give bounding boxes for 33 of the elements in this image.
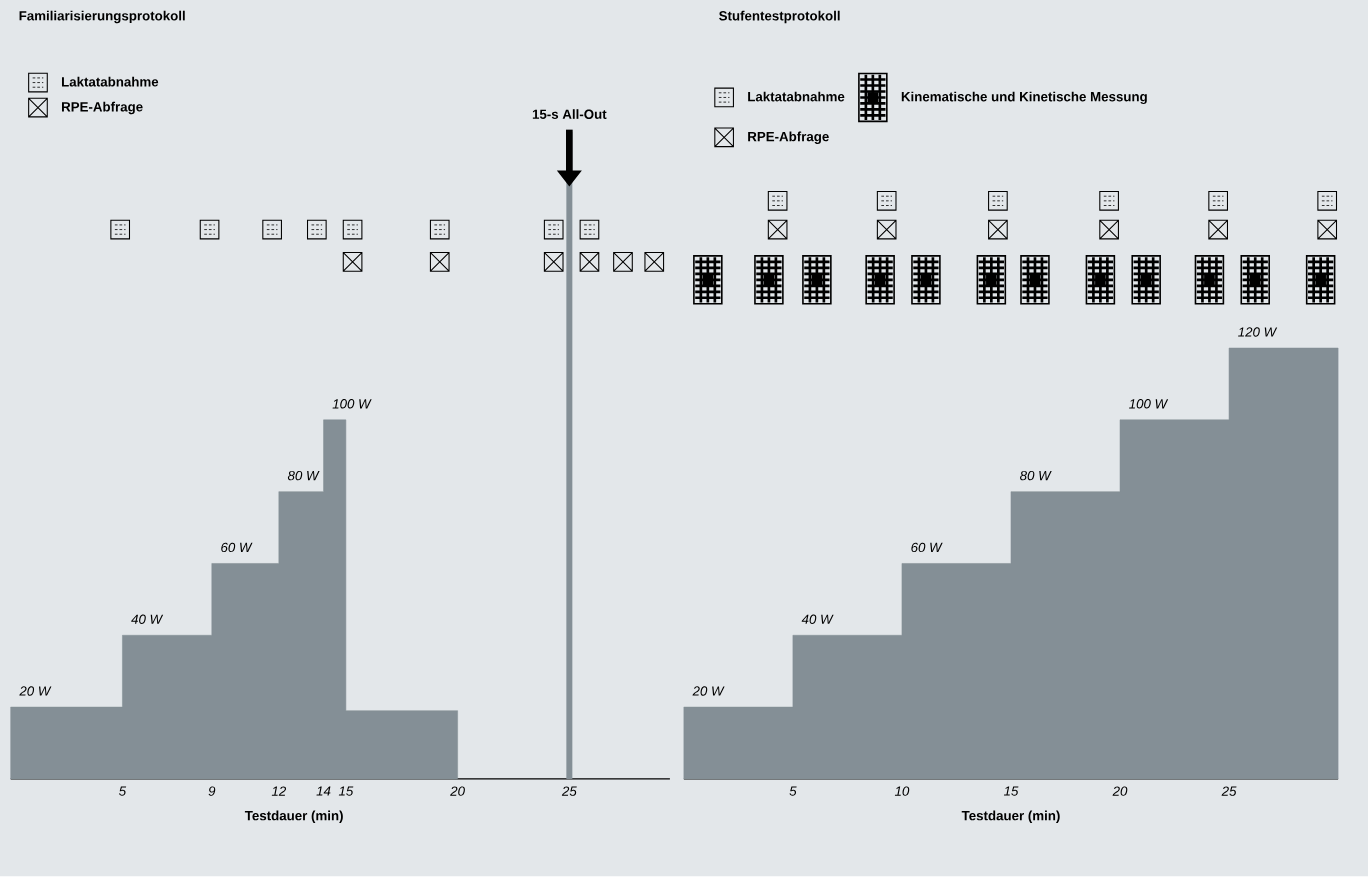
x-tick-label: 12 xyxy=(271,786,287,796)
data-label: 40 W xyxy=(131,614,164,625)
legend-label: Laktatabnahme xyxy=(748,91,845,102)
data-label: 40 W xyxy=(801,614,834,625)
data-label: 80 W xyxy=(287,471,320,481)
x-axis-title: Testdauer (min) xyxy=(244,810,343,824)
legend-label: Laktatabnahme xyxy=(62,76,159,87)
legend-label: RPE-Abfrage xyxy=(748,131,829,145)
chart-title: Stufentestprotokoll xyxy=(719,10,840,24)
x-tick-label: 20 xyxy=(450,786,465,797)
x-tick-label: 9 xyxy=(208,786,216,797)
x-tick-label: 15 xyxy=(338,786,354,796)
x-axis-title: Testdauer (min) xyxy=(961,810,1060,824)
data-label: 100 W xyxy=(1129,399,1169,409)
data-label: 20 W xyxy=(19,686,52,696)
x-tick-label: 25 xyxy=(561,786,577,797)
legend-label: RPE-Abfrage xyxy=(62,101,143,115)
data-label: 60 W xyxy=(221,542,253,553)
data-label: 120 W xyxy=(1238,327,1278,337)
x-tick-label: 10 xyxy=(894,786,910,797)
x-tick-label: 5 xyxy=(119,786,127,796)
legend-label: Kinematische und Kinetische Messung xyxy=(901,91,1147,105)
data-label: 60 W xyxy=(911,542,943,553)
ref-line-label: 15-s All-Out xyxy=(532,109,607,120)
chart-title: Familiarisierungsprotokoll xyxy=(19,10,185,24)
x-tick-label: 20 xyxy=(1112,786,1128,797)
data-label: 100 W xyxy=(332,399,372,409)
x-tick-label: 15 xyxy=(1003,786,1019,796)
x-tick-label: 25 xyxy=(1221,786,1237,797)
data-label: 20 W xyxy=(692,686,725,696)
data-label: 80 W xyxy=(1020,471,1052,481)
x-tick-label: 5 xyxy=(789,786,797,796)
x-tick-label: 14 xyxy=(316,786,331,796)
